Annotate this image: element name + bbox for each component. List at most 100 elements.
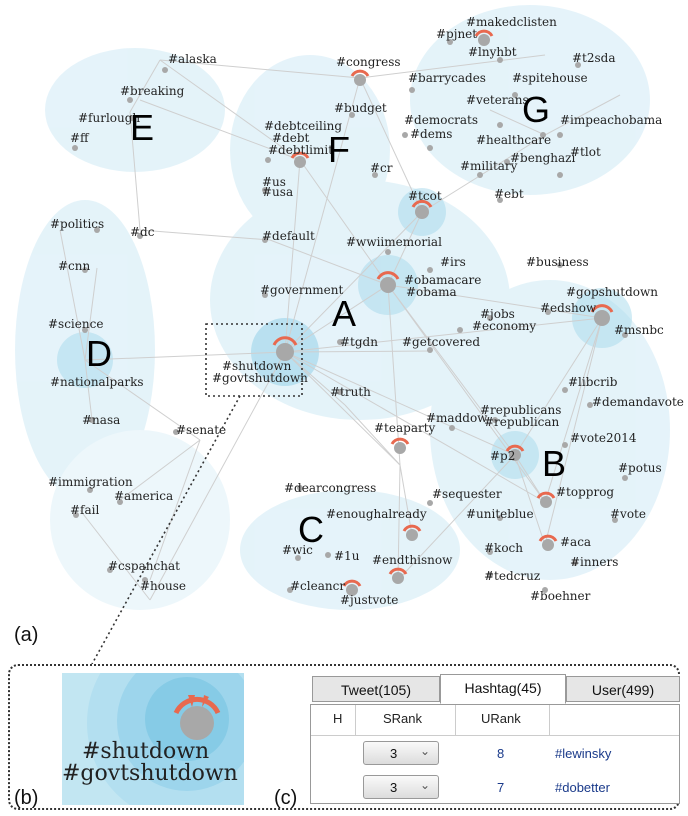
label-getcovered: #getcovered (402, 335, 480, 349)
cluster-label-f: F (328, 129, 350, 170)
urank-value: 8 (497, 746, 505, 761)
srank-select[interactable]: 3 ⌄ (363, 775, 439, 799)
urank-value: 7 (497, 780, 505, 795)
label-fail: #fail (70, 503, 99, 517)
label-debt: #debt (272, 131, 310, 145)
label-topprog: #topprog (556, 485, 614, 499)
label-tcot: #tcot (408, 189, 442, 203)
label-immigration: #immigration (48, 475, 133, 489)
label-congress: #congress (336, 55, 401, 69)
hashtag-table-panel: Tweet(105) Hashtag(45) User(499) H SRank… (310, 674, 680, 804)
hub-p2 (505, 444, 525, 461)
zoom-panel: #shutdown #govtshutdown (62, 673, 244, 805)
label-p2: #p2 (490, 449, 515, 463)
label-aca: #aca (560, 535, 591, 549)
cluster-label-a: A (332, 293, 356, 334)
label-cspanchat: #cspanchat (108, 559, 180, 573)
label-us: #us (262, 175, 286, 189)
label-teaparty: #teaparty (374, 421, 436, 435)
label-t2sda: #t2sda (572, 51, 616, 65)
hub-aca (538, 534, 558, 551)
zoom-connector-line (91, 395, 241, 664)
column-header-urank[interactable]: URank (481, 711, 521, 726)
hub-enoughalready (402, 524, 422, 541)
label-cleancr: #cleancr (290, 579, 345, 593)
label-vote2014: #vote2014 (570, 431, 637, 445)
label-boehner: #boehner (530, 589, 591, 603)
tab-user[interactable]: User(499) (566, 676, 680, 702)
label-democrats: #democrats (404, 113, 478, 127)
column-header-h[interactable]: H (333, 711, 343, 726)
label-america: #america (114, 489, 173, 503)
label-debtlimit: #debtlimit (268, 143, 333, 157)
label-nasa: #nasa (82, 413, 120, 427)
zoom-hub-arc (173, 696, 221, 715)
label-libcrib: #libcrib (568, 375, 618, 389)
label-ebt: #ebt (494, 187, 524, 201)
label-irs: #irs (440, 255, 466, 269)
label-veterans: #veterans (466, 93, 529, 107)
label-truth: #truth (330, 385, 371, 399)
hashtag-name[interactable]: #dobetter (555, 780, 610, 795)
hub-shutdown (272, 336, 298, 361)
panel-label-c: (c) (274, 787, 298, 809)
label-debtceiling: #debtceiling (264, 119, 342, 133)
hashtag-labels: #alaska #breaking #furlough #ff #congres… (48, 15, 684, 607)
cluster-label-g: G (522, 89, 550, 130)
label-justvote: #justvote (340, 593, 398, 607)
column-header-srank[interactable]: SRank (383, 711, 423, 726)
label-dems: #dems (410, 127, 452, 141)
label-sequester: #sequester (432, 487, 502, 501)
label-demandavote: #demandavote (592, 395, 684, 409)
label-alaska: #alaska (168, 52, 217, 66)
cluster-label-e: E (130, 107, 154, 148)
cluster-label-b: B (542, 443, 566, 484)
label-makedclisten: #makedclisten (466, 15, 557, 29)
srank-select[interactable]: 3 ⌄ (363, 741, 439, 765)
label-business: #business (526, 255, 589, 269)
label-obama: #obama (406, 285, 457, 299)
hub-endthisnow (388, 567, 408, 584)
label-default: #default (262, 229, 315, 243)
hashtag-name[interactable]: #lewinsky (555, 746, 612, 761)
label-potus: #potus (618, 461, 662, 475)
zoom-hub-node (180, 706, 214, 740)
hashtag-table: H SRank URank 3 ⌄ 8 #lewinsky 3 ⌄ 7 #dob… (310, 704, 680, 804)
label-spitehouse: #spitehouse (512, 71, 588, 85)
label-wwiimemorial: #wwiimemorial (346, 235, 442, 249)
label-obamacare: #obamacare (404, 273, 481, 287)
hub-obamacare (376, 271, 400, 293)
label-dearcongress: #dearcongress (284, 481, 376, 495)
label-nationalparks: #nationalparks (50, 375, 144, 389)
edges (59, 54, 621, 601)
tab-hashtag[interactable]: Hashtag(45) (440, 674, 566, 704)
tab-tweet[interactable]: Tweet(105) (312, 676, 440, 702)
label-enoughalready: #enoughalready (326, 507, 427, 521)
zoom-selection-box (205, 323, 303, 397)
region-misc (50, 430, 230, 610)
region-c (240, 490, 460, 610)
label-breaking: #breaking (120, 84, 185, 98)
zoom-view: #shutdown #govtshutdown (62, 673, 244, 805)
label-maddow: #maddow (426, 411, 488, 425)
label-politics: #politics (50, 217, 104, 231)
label-tgdn: #tgdn (340, 335, 378, 349)
label-vote: #vote (610, 507, 646, 521)
region-b (430, 280, 670, 580)
label-tedcruz: #tedcruz (484, 569, 540, 583)
cluster-label-c: C (298, 509, 324, 550)
label-gopshutdown: #gopshutdown (566, 285, 658, 299)
table-row[interactable]: 3 ⌄ 7 #dobetter (311, 771, 679, 805)
table-row[interactable]: 3 ⌄ 8 #lewinsky (311, 737, 679, 771)
chevron-down-icon: ⌄ (419, 744, 430, 758)
hub-tcot (411, 199, 433, 219)
srank-value: 3 (390, 780, 398, 795)
cluster-label-d: D (86, 333, 112, 374)
label-inners: #inners (570, 555, 618, 569)
label-barrycades: #barrycades (408, 71, 486, 85)
label-shutdown: #shutdown (222, 359, 292, 373)
label-edshow: #edshow (540, 301, 597, 315)
label-republicans: #republicans (480, 403, 561, 417)
label-tlot: #tlot (570, 145, 601, 159)
label-1u: #1u (334, 549, 360, 563)
